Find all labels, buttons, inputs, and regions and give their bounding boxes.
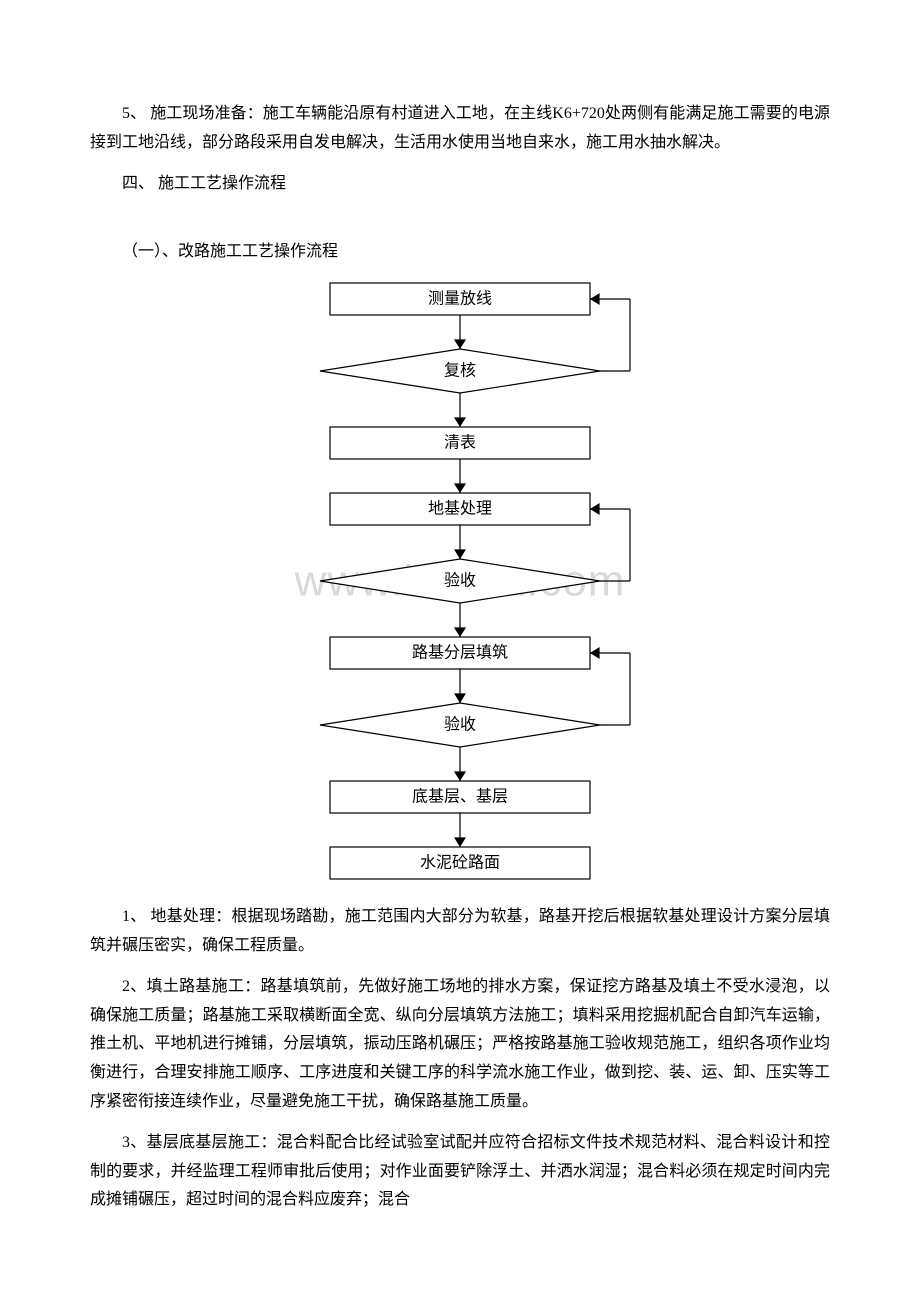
- flowchart-road-construction: www.bdocx.com 测量放线复核清表地基处理验收路基分层填筑验收底基层、…: [90, 279, 830, 883]
- svg-text:测量放线: 测量放线: [428, 290, 492, 308]
- svg-text:验收: 验收: [444, 572, 476, 590]
- para-3-base-layer: 3、基层底基层施工：混合料配合比经试验室试配并应符合招标文件技术规范材料、混合料…: [90, 1129, 830, 1215]
- para-1-foundation: 1、 地基处理：根据现场踏勘，施工范围内大部分为软基，路基开挖后根据软基处理设计…: [90, 903, 830, 961]
- svg-text:清表: 清表: [444, 434, 476, 452]
- svg-text:地基处理: 地基处理: [428, 500, 492, 518]
- svg-text:验收: 验收: [444, 716, 476, 734]
- flowchart-svg: 测量放线复核清表地基处理验收路基分层填筑验收底基层、基层水泥砼路面: [160, 279, 760, 883]
- heading-subsection-1: （一）、改路施工工艺操作流程: [90, 238, 830, 267]
- para-2-fill-subgrade: 2、填土路基施工：路基填筑前，先做好施工场地的排水方案，保证挖方路基及填土不受水…: [90, 973, 830, 1117]
- spacer: [90, 210, 830, 238]
- svg-text:路基分层填筑: 路基分层填筑: [412, 644, 508, 662]
- svg-text:水泥砼路面: 水泥砼路面: [420, 854, 500, 872]
- heading-section-4: 四、 施工工艺操作流程: [90, 170, 830, 199]
- svg-text:复核: 复核: [444, 362, 476, 380]
- para-5-site-prep: 5、 施工现场准备：施工车辆能沿原有村道进入工地，在主线K6+720处两侧有能满…: [90, 100, 830, 158]
- svg-text:底基层、基层: 底基层、基层: [412, 788, 508, 806]
